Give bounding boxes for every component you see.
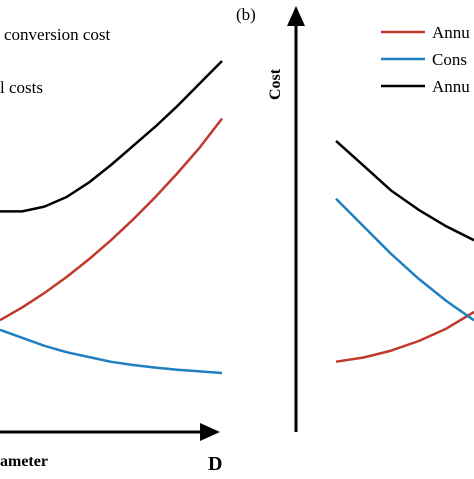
panel-a-legend-entry-2: l costs bbox=[0, 78, 43, 97]
panel-a: conversion cost l costs ameter D bbox=[0, 25, 223, 475]
panel-b-label: (b) bbox=[236, 5, 256, 24]
panel-b: (b) Cost Annu Cons Annu bbox=[236, 5, 474, 432]
panel-b-legend-entry-2: Cons bbox=[432, 50, 467, 69]
panel-b-y-axis-label: Cost bbox=[267, 68, 284, 100]
panel-b-y-axis-arrow bbox=[287, 6, 305, 26]
panel-a-legend-entry-1: conversion cost bbox=[4, 25, 111, 44]
panel-a-x-axis-label: ameter bbox=[0, 453, 48, 470]
panel-a-series-group bbox=[0, 60, 223, 375]
panel-b-legend: Annu Cons Annu bbox=[381, 23, 470, 96]
panel-b-series-group bbox=[335, 139, 474, 363]
panel-a-x-axis-arrow bbox=[200, 423, 220, 441]
panel-a-series-line-1 bbox=[0, 60, 223, 213]
panel-b-legend-entry-1: Annu bbox=[432, 23, 470, 42]
panel-b-series-line-1 bbox=[335, 310, 474, 363]
panel-b-series-line-3 bbox=[335, 139, 474, 242]
panel-a-series-line-2 bbox=[0, 117, 223, 322]
panel-b-series-line-2 bbox=[335, 197, 474, 322]
panel-a-series-line-3 bbox=[0, 328, 223, 375]
panel-a-x-axis-end-label: D bbox=[208, 453, 222, 474]
panel-b-legend-entry-3: Annu bbox=[432, 77, 470, 96]
